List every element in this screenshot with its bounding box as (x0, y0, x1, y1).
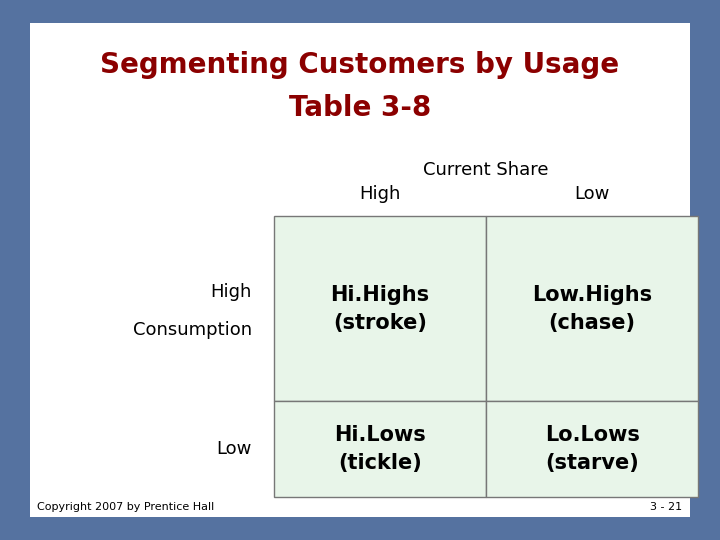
Text: Low.Highs
(chase): Low.Highs (chase) (532, 285, 652, 333)
Text: Current Share: Current Share (423, 161, 549, 179)
Bar (486, 401, 698, 497)
Text: Copyright 2007 by Prentice Hall: Copyright 2007 by Prentice Hall (37, 502, 215, 512)
Text: High: High (359, 185, 400, 204)
Text: High: High (211, 284, 252, 301)
Bar (486, 216, 698, 401)
Text: Low: Low (575, 185, 610, 204)
Text: Hi.Lows
(tickle): Hi.Lows (tickle) (334, 425, 426, 473)
Bar (274, 216, 486, 401)
Text: Segmenting Customers by Usage: Segmenting Customers by Usage (100, 51, 620, 79)
Text: Consumption: Consumption (133, 321, 252, 339)
Text: Low: Low (217, 440, 252, 458)
Text: 3 - 21: 3 - 21 (650, 502, 683, 512)
Text: Hi.Highs
(stroke): Hi.Highs (stroke) (330, 285, 429, 333)
Text: Lo.Lows
(starve): Lo.Lows (starve) (545, 425, 639, 473)
Bar (274, 401, 486, 497)
Text: Table 3-8: Table 3-8 (289, 94, 431, 122)
